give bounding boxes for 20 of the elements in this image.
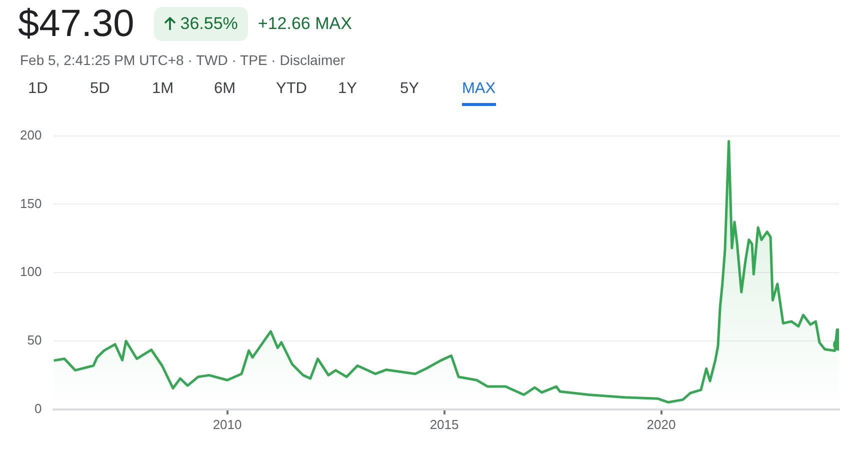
y-tick-label: 50 bbox=[27, 332, 42, 348]
text: 6M bbox=[214, 80, 236, 99]
y-tick-label: 100 bbox=[20, 264, 42, 280]
text: 1Y bbox=[338, 80, 357, 99]
x-tick-label: 2010 bbox=[212, 416, 242, 432]
chart-title: $47.30 bbox=[18, 2, 134, 46]
chart-subtitle: Feb 5, 2:41:25 PM UTC+8 · TWD · TPE · Disclaimer bbox=[20, 52, 346, 68]
text: 1M bbox=[152, 80, 174, 99]
x-tick-label: 2020 bbox=[646, 416, 676, 432]
text: 5Y bbox=[400, 80, 419, 99]
text: 36.55% bbox=[180, 14, 238, 34]
x-tick-label: 2015 bbox=[430, 416, 459, 432]
text: YTD bbox=[276, 80, 307, 99]
y-tick-label: 200 bbox=[20, 127, 42, 142]
text: +12.66 MAX bbox=[258, 14, 352, 34]
y-tick-label: 150 bbox=[20, 196, 42, 211]
y-tick-label: 0 bbox=[34, 400, 42, 416]
text: 1D bbox=[28, 80, 48, 99]
text: 5D bbox=[90, 80, 110, 99]
text: MAX bbox=[462, 80, 496, 106]
